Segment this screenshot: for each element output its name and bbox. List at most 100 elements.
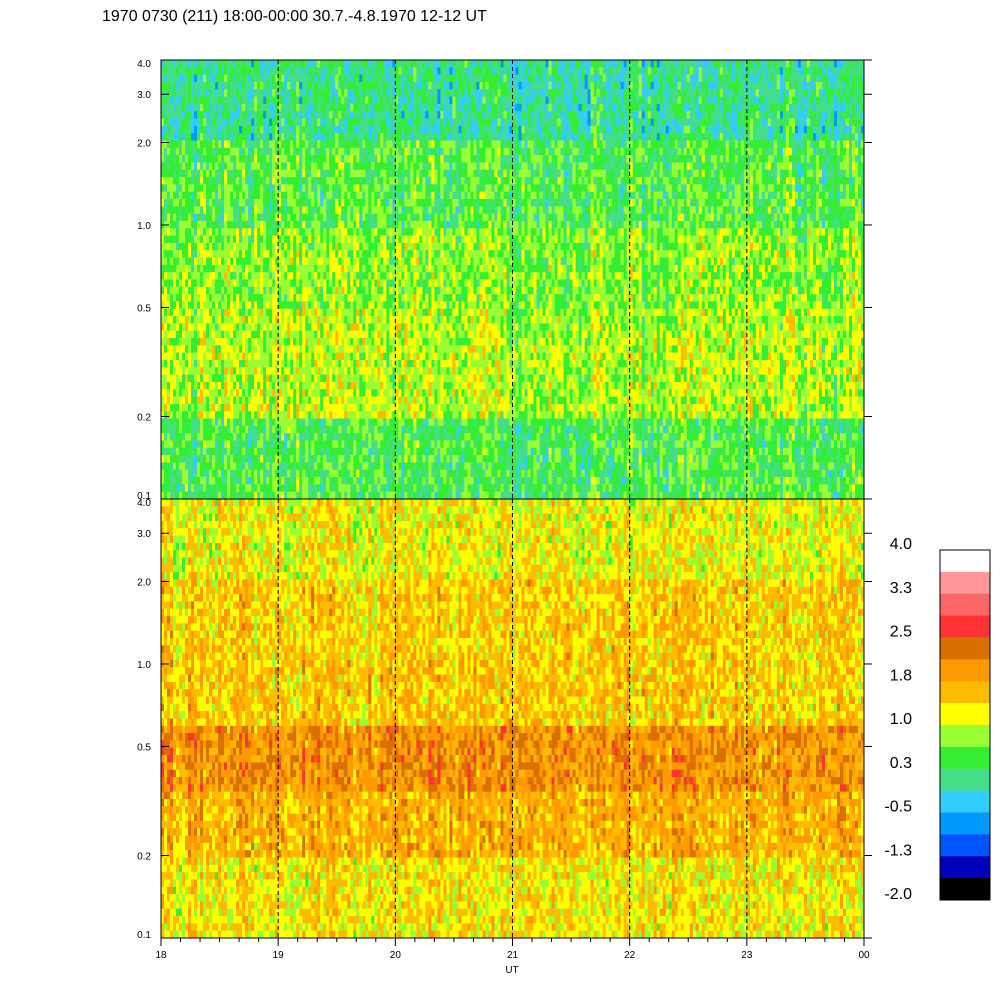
heatmap-cell [807,133,810,141]
heatmap-cell [516,162,519,170]
heatmap-cell [579,177,582,185]
heatmap-cell [188,119,191,127]
heatmap-cell [573,184,576,192]
heatmap-cell [633,82,636,90]
heatmap-cell [437,89,440,97]
heatmap-cell [726,75,729,83]
heatmap-cell [401,126,404,134]
heatmap-cell [813,148,816,156]
heatmap-cell [380,104,383,112]
heatmap-cell [762,82,765,90]
heatmap-cell [434,140,437,148]
heatmap-cell [362,177,365,185]
heatmap-cell [245,75,248,83]
heatmap-cell [753,75,756,83]
heatmap-cell [708,82,711,90]
heatmap-cell [440,162,443,170]
heatmap-cell [230,75,233,83]
heatmap-cell [642,162,645,170]
heatmap-cell [768,89,771,97]
heatmap-cell [858,119,861,127]
heatmap-cell [552,170,555,178]
heatmap-cell [729,75,732,83]
heatmap-cell [846,104,849,112]
heatmap-cell [585,140,588,148]
heatmap-cell [386,104,389,112]
heatmap-cell [212,97,215,105]
heatmap-cell [257,126,260,134]
heatmap-cell [762,170,765,178]
heatmap-cell [849,155,852,163]
heatmap-cell [648,162,651,170]
heatmap-cell [203,67,206,75]
heatmap-cell [347,162,350,170]
heatmap-cell [389,104,392,112]
heatmap-cell [663,155,666,163]
heatmap-cell [825,199,828,207]
heatmap-cell [248,126,251,134]
heatmap-cell [506,155,509,163]
heatmap-cell [491,140,494,148]
heatmap-cell [732,75,735,83]
heatmap-cell [251,199,254,207]
heatmap-cell [651,184,654,192]
heatmap-cell [290,192,293,200]
heatmap-cell [834,75,837,83]
heatmap-cell [660,67,663,75]
heatmap-cell [546,170,549,178]
heatmap-cell [777,148,780,156]
heatmap-cell [789,119,792,127]
heatmap-cell [341,67,344,75]
heatmap-cell [464,206,467,214]
heatmap-cell [696,177,699,185]
heatmap-cell [573,67,576,75]
heatmap-cell [380,192,383,200]
heatmap-cell [182,192,185,200]
heatmap-cell [615,119,618,127]
heatmap-cell [723,126,726,134]
heatmap-cell [540,104,543,112]
heatmap-cell [855,162,858,170]
heatmap-cell [846,155,849,163]
heatmap-cell [380,89,383,97]
heatmap-cell [804,60,807,68]
heatmap-cell [503,170,506,178]
heatmap-cell [254,89,257,97]
heatmap-cell [308,75,311,83]
heatmap-cell [708,192,711,200]
heatmap-cell [242,111,245,119]
heatmap-cell [777,192,780,200]
heatmap-cell [359,148,362,156]
heatmap-cell [320,170,323,178]
heatmap-cell [711,111,714,119]
heatmap-cell [221,111,224,119]
heatmap-cell [537,162,540,170]
heatmap-cell [750,155,753,163]
heatmap-cell [558,89,561,97]
heatmap-cell [573,162,576,170]
heatmap-cell [338,97,341,105]
heatmap-cell [690,67,693,75]
heatmap-cell [636,140,639,148]
heatmap-cell [705,192,708,200]
heatmap-cell [281,170,284,178]
heatmap-cell [639,75,642,83]
heatmap-cell [251,82,254,90]
heatmap-cell [356,177,359,185]
heatmap-cell [497,199,500,207]
heatmap-cell [500,89,503,97]
heatmap-cell [362,140,365,148]
heatmap-cell [789,206,792,214]
heatmap-cell [248,104,251,112]
heatmap-cell [669,199,672,207]
heatmap-cell [855,177,858,185]
heatmap-cell [428,89,431,97]
heatmap-cell [452,75,455,83]
heatmap-cell [188,184,191,192]
heatmap-cell [461,111,464,119]
heatmap-cell [179,97,182,105]
heatmap-cell [440,126,443,134]
heatmap-cell [669,82,672,90]
heatmap-cell [296,82,299,90]
heatmap-cell [741,67,744,75]
